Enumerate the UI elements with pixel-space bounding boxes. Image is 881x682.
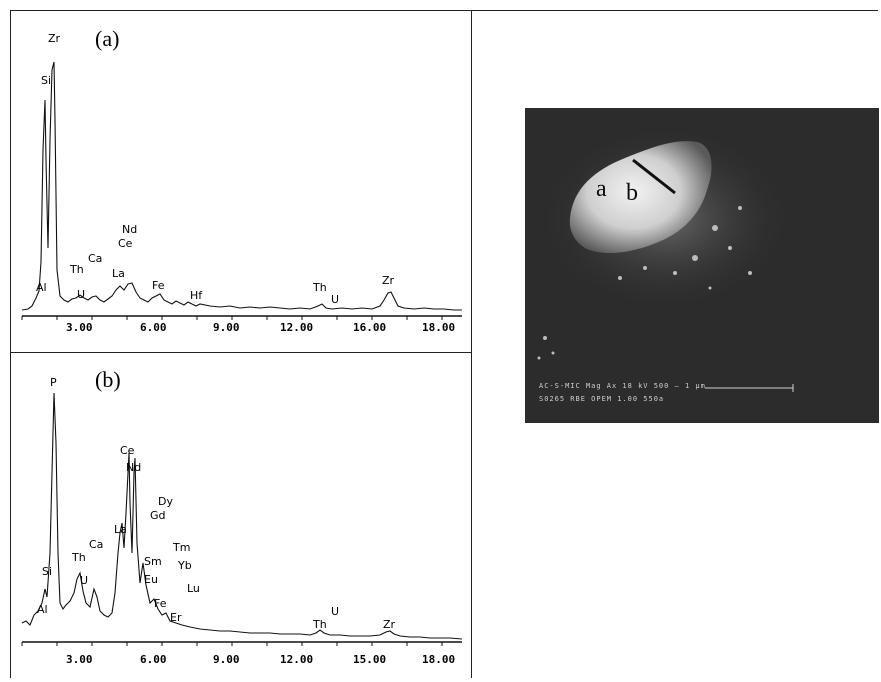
element-label: La (114, 523, 127, 536)
element-label: U (77, 288, 85, 301)
panel-label-a: (a) (95, 26, 119, 51)
element-label: Si (42, 565, 52, 578)
spectrum-trace-a (21, 61, 462, 311)
element-label: Sm (144, 555, 162, 568)
element-label: Th (312, 618, 327, 631)
x-tick-label: 15.00 (353, 653, 386, 666)
x-tick-label: 12.00 (280, 653, 313, 666)
element-label: Yb (177, 559, 192, 572)
element-labels-b: P Si Al Th U Ca La Ce Nd Dy Gd Sm Eu Tm … (37, 376, 396, 631)
element-labels-a: Zr Si Al Th U Ca La Nd Ce Fe Hf Th U Zr (36, 32, 395, 306)
divider-horizontal (10, 352, 472, 353)
top-rule (10, 10, 878, 11)
x-tick-label: 9.00 (213, 321, 240, 334)
spot-label-b: b (626, 180, 638, 206)
element-label: Al (36, 281, 47, 294)
left-rule (10, 10, 11, 678)
spectrum-panel-b: (b) 3.00 6.00 9.00 12.00 15.00 18.00 P S… (21, 367, 463, 666)
x-tick-label: 6.00 (140, 653, 167, 666)
element-label: Al (37, 603, 48, 616)
element-label: Th (71, 551, 86, 564)
element-label: U (331, 605, 339, 618)
element-label: Lu (187, 582, 200, 595)
x-ticks-b (21, 642, 443, 646)
element-label: Nd (126, 461, 141, 474)
element-label: La (112, 267, 125, 280)
element-label: Gd (150, 509, 166, 522)
divider-vertical (471, 10, 472, 678)
x-tick-label: 16.00 (353, 321, 386, 334)
panel-label-b: (b) (95, 367, 121, 392)
element-label: Si (41, 74, 51, 87)
element-label: Ce (120, 444, 135, 457)
x-tick-label: 3.00 (66, 321, 93, 334)
element-label: Zr (48, 32, 61, 45)
x-ticks-a (21, 316, 443, 320)
element-label: Ca (89, 538, 103, 551)
x-tick-label: 18.00 (422, 321, 455, 334)
element-label: Zr (383, 618, 396, 631)
grain-speckle (537, 206, 752, 360)
spot-label-a: a (596, 176, 607, 202)
element-label: Eu (144, 573, 158, 586)
element-label: U (331, 293, 339, 306)
x-tick-label: 12.00 (280, 321, 313, 334)
element-label: Er (170, 611, 182, 624)
sem-image-art (535, 123, 795, 392)
element-label: Zr (382, 274, 395, 287)
element-label: Fe (152, 279, 165, 292)
element-label: Ca (88, 252, 102, 265)
element-label: Th (69, 263, 84, 276)
spectrum-panel-a: (a) 3.00 6.00 9.00 12.00 16.00 18.00 Zr … (21, 26, 462, 334)
x-tick-label: 3.00 (66, 653, 93, 666)
x-tick-label: 9.00 (213, 653, 240, 666)
x-tick-label: 18.00 (422, 653, 455, 666)
element-label: U (80, 574, 88, 587)
sem-micrograph: a b AC-S-MIC Mag Ax 18 kV 500 — 1 µm S02… (525, 108, 879, 423)
element-label: Th (312, 281, 327, 294)
element-label: Fe (154, 597, 167, 610)
element-label: Tm (172, 541, 190, 554)
element-label: P (50, 376, 57, 389)
element-label: Nd (122, 223, 137, 236)
x-tick-label: 6.00 (140, 321, 167, 334)
element-label: Dy (158, 495, 173, 508)
sem-caption-line-1: AC-S-MIC Mag Ax 18 kV 500 — 1 µm (539, 382, 706, 390)
spectrum-trace-b (21, 392, 463, 640)
sem-caption-line-2: S0265 RBE OPEM 1.00 550a (539, 395, 665, 403)
element-label: Ce (118, 237, 133, 250)
element-label: Hf (190, 289, 203, 302)
mineral-grain (569, 141, 712, 254)
analysis-marker-line (632, 158, 676, 195)
